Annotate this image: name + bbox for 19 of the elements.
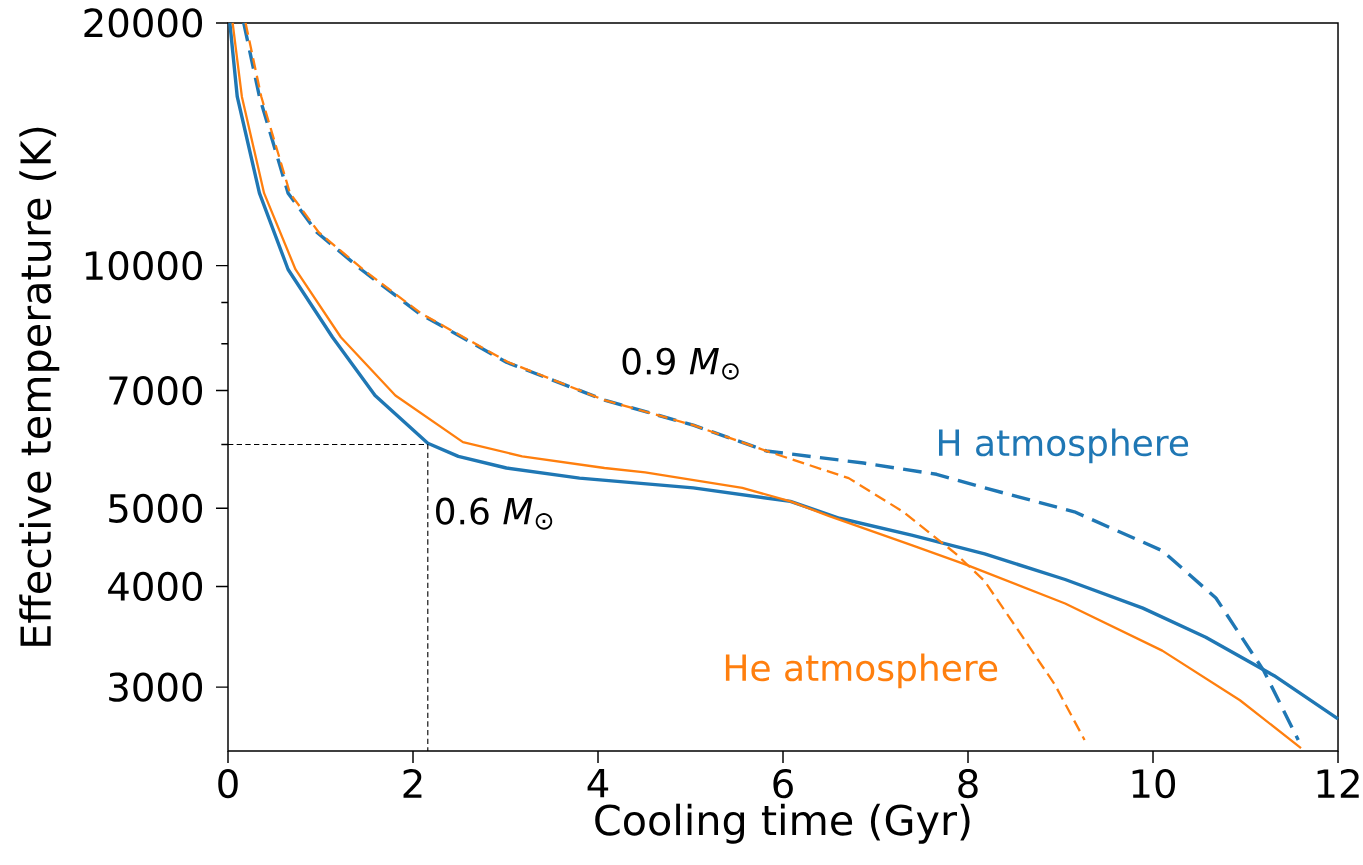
x-tick-label: 6 [773, 769, 793, 799]
annotation: 0.6 M$_{⊙}$ [436, 497, 553, 530]
y-tick-label: 7000 [109, 375, 203, 406]
x-tick-label: 0 [218, 769, 238, 799]
x-tick-label: 4 [587, 769, 609, 798]
x-tick-label: 10 [1132, 769, 1176, 799]
y-tick-label: 3000 [109, 672, 203, 702]
annotation: 0.9 M$_{⊙}$ [622, 347, 739, 380]
x-tick-label: 12 [1317, 769, 1359, 798]
y-tick-label: 10000 [85, 251, 203, 281]
x-tick-label: 2 [403, 769, 422, 798]
series-label: He atmosphere [725, 653, 998, 689]
y-tick-label: 20000 [84, 8, 203, 38]
y-axis-title: Effective temperature (K) [19, 127, 60, 646]
y-tick-label: 4000 [108, 571, 203, 602]
y-tick-label: 5000 [109, 493, 203, 523]
x-axis-title: Cooling time (Gyr) [595, 803, 970, 844]
x-tick-label: 8 [958, 769, 978, 799]
text: H atmosphere [939, 428, 1189, 464]
